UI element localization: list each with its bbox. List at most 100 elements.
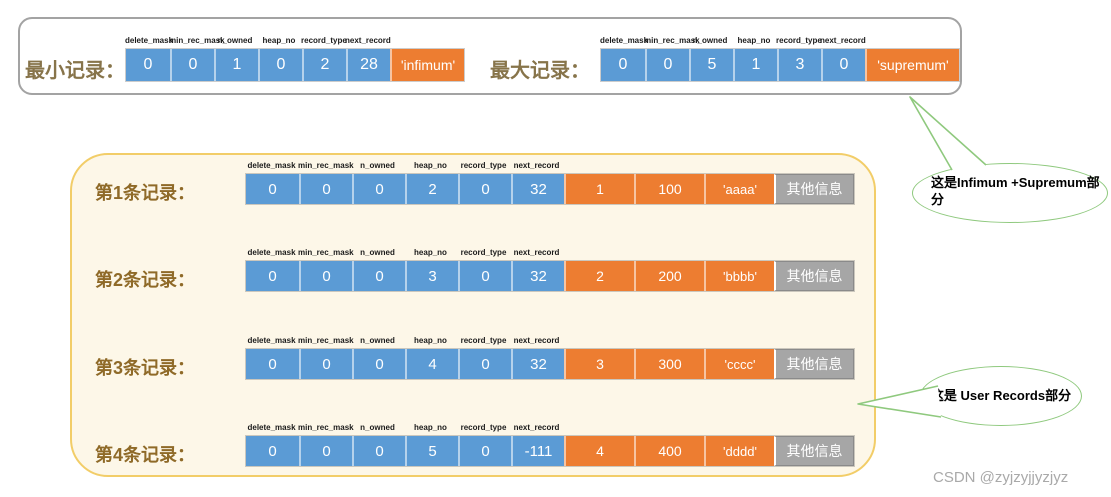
cell-col2: 400 (634, 436, 704, 466)
cell-delete-mask: 0 (601, 49, 645, 81)
cell-other-info: 其他信息 (774, 174, 854, 204)
header-n-owned: n_owned (360, 336, 395, 345)
cell-other-info: 其他信息 (774, 261, 854, 291)
cell-n-owned: 0 (352, 436, 405, 466)
cell-col1: 3 (564, 349, 634, 379)
header-min-rec-mask: min_rec_mask (298, 248, 354, 257)
header-min-rec-mask: min_rec_mask (298, 161, 354, 170)
header-heap-no: heap_no (414, 423, 447, 432)
cell-n-owned: 0 (352, 174, 405, 204)
header-min-rec-mask: min_rec_mask (298, 423, 354, 432)
max-record-headers: delete_mask min_rec_mask n_owned heap_no… (600, 36, 866, 45)
cell-delete-mask: 0 (246, 349, 299, 379)
user-records-box (70, 153, 876, 477)
cell-other-info: 其他信息 (774, 349, 854, 379)
header-delete-mask: delete_mask (247, 161, 296, 170)
record-1-label: 第1条记录： (95, 183, 196, 203)
cell-infimum-marker: 'infimum' (390, 49, 464, 81)
header-min-rec-mask: min_rec_mask (298, 336, 354, 345)
cell-n-owned: 0 (352, 261, 405, 291)
record-1-headers: delete_mask min_rec_mask n_owned heap_no… (245, 161, 563, 170)
cell-record-type: 0 (458, 174, 511, 204)
header-heap-no: heap_no (262, 36, 296, 45)
cell-col3: 'bbbb' (704, 261, 774, 291)
header-next-record: next_record (513, 161, 560, 170)
cell-heap-no: 1 (733, 49, 777, 81)
cell-next-record: 32 (511, 349, 564, 379)
header-record-type: record_type (460, 423, 507, 432)
cell-min-rec-mask: 0 (170, 49, 214, 81)
max-record-label: 最大记录： (490, 60, 590, 82)
cell-next-record: 28 (346, 49, 390, 81)
header-n-owned: n_owned (217, 36, 253, 45)
min-record-label: 最小记录： (25, 60, 125, 82)
header-next-record: next_record (513, 248, 560, 257)
header-n-owned: n_owned (360, 248, 395, 257)
min-record-cells: 0 0 1 0 2 28 'infimum' (125, 48, 465, 82)
header-n-owned: n_owned (360, 423, 395, 432)
max-record-cells: 0 0 5 1 3 0 'supremum' (600, 48, 960, 82)
cell-col1: 2 (564, 261, 634, 291)
cell-min-rec-mask: 0 (645, 49, 689, 81)
cell-heap-no: 4 (405, 349, 458, 379)
record-3-label: 第3条记录： (95, 358, 196, 378)
header-heap-no: heap_no (414, 336, 447, 345)
header-delete-mask: delete_mask (247, 248, 296, 257)
cell-other-info: 其他信息 (774, 436, 854, 466)
cell-min-rec-mask: 0 (299, 436, 352, 466)
cell-supremum-marker: 'supremum' (865, 49, 959, 81)
cell-record-type: 0 (458, 349, 511, 379)
callout-infimum-supremum: 这是Infimum +Supremum部分 (912, 163, 1108, 223)
cell-col2: 200 (634, 261, 704, 291)
header-next-record: next_record (820, 36, 866, 45)
cell-next-record: 0 (821, 49, 865, 81)
cell-next-record: 32 (511, 261, 564, 291)
header-delete-mask: delete_mask (247, 336, 296, 345)
cell-n-owned: 5 (689, 49, 733, 81)
record-4-headers: delete_mask min_rec_mask n_owned heap_no… (245, 423, 563, 432)
record-1-cells: 0 0 0 2 0 32 1 100 'aaaa' 其他信息 (245, 173, 855, 205)
cell-n-owned: 0 (352, 349, 405, 379)
header-record-type: record_type (301, 36, 347, 45)
header-record-type: record_type (460, 161, 507, 170)
record-2-cells: 0 0 0 3 0 32 2 200 'bbbb' 其他信息 (245, 260, 855, 292)
header-n-owned: n_owned (360, 161, 395, 170)
header-min-rec-mask: min_rec_mask (644, 36, 700, 45)
header-heap-no: heap_no (414, 161, 447, 170)
header-next-record: next_record (513, 423, 560, 432)
header-delete-mask: delete_mask (125, 36, 174, 45)
cell-record-type: 0 (458, 436, 511, 466)
cell-next-record: -111 (511, 436, 564, 466)
header-delete-mask: delete_mask (247, 423, 296, 432)
cell-col2: 300 (634, 349, 704, 379)
cell-delete-mask: 0 (246, 436, 299, 466)
header-heap-no: heap_no (414, 248, 447, 257)
cell-n-owned: 1 (214, 49, 258, 81)
cell-col2: 100 (634, 174, 704, 204)
header-delete-mask: delete_mask (600, 36, 649, 45)
record-4-cells: 0 0 0 5 0 -111 4 400 'dddd' 其他信息 (245, 435, 855, 467)
cell-record-type: 3 (777, 49, 821, 81)
cell-next-record: 32 (511, 174, 564, 204)
record-2-headers: delete_mask min_rec_mask n_owned heap_no… (245, 248, 563, 257)
cell-min-rec-mask: 0 (299, 174, 352, 204)
record-3-cells: 0 0 0 4 0 32 3 300 'cccc' 其他信息 (245, 348, 855, 380)
header-n-owned: n_owned (692, 36, 728, 45)
cell-min-rec-mask: 0 (299, 261, 352, 291)
cell-col1: 4 (564, 436, 634, 466)
callout-user-records: 这是 User Records部分 (920, 366, 1082, 426)
header-record-type: record_type (460, 248, 507, 257)
header-heap-no: heap_no (737, 36, 771, 45)
cell-heap-no: 3 (405, 261, 458, 291)
header-next-record: next_record (513, 336, 560, 345)
cell-record-type: 0 (458, 261, 511, 291)
cell-delete-mask: 0 (246, 261, 299, 291)
record-4-label: 第4条记录： (95, 445, 196, 465)
header-record-type: record_type (460, 336, 507, 345)
header-next-record: next_record (345, 36, 391, 45)
cell-record-type: 2 (302, 49, 346, 81)
record-2-label: 第2条记录： (95, 270, 196, 290)
cell-heap-no: 2 (405, 174, 458, 204)
min-record-headers: delete_mask min_rec_mask n_owned heap_no… (125, 36, 391, 45)
header-min-rec-mask: min_rec_mask (169, 36, 225, 45)
